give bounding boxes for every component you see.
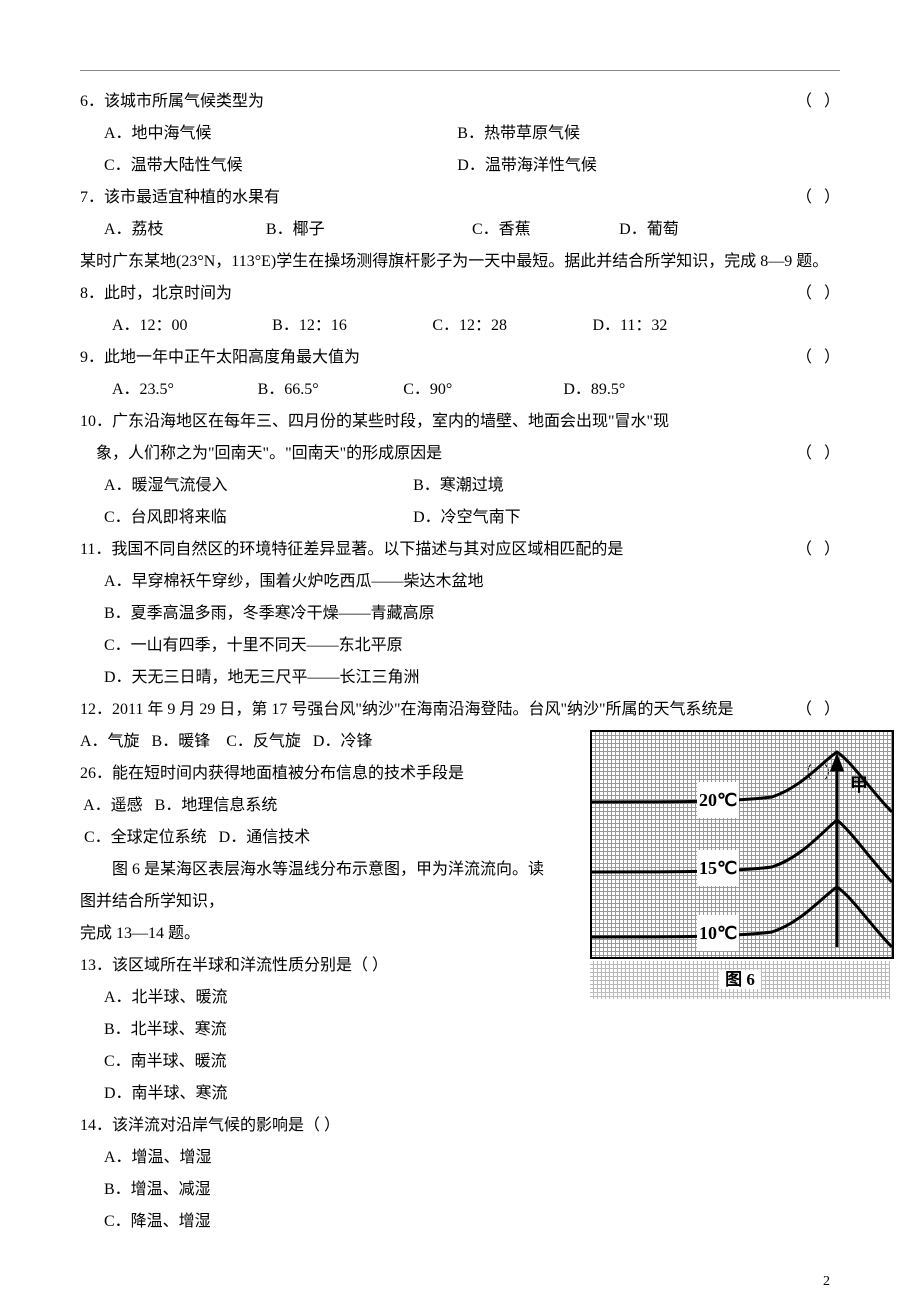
top-rule bbox=[80, 70, 840, 71]
q10-text-line1: 10．广东沿海地区在每年三、四月份的某些时段，室内的墙壁、地面会出现"冒水"现 bbox=[80, 406, 840, 438]
isotherm-10 bbox=[592, 887, 892, 947]
q13-opt-d: D．南半球、寒流 bbox=[104, 1078, 840, 1110]
q9-text: 9．此地一年中正午太阳高度角最大值为 bbox=[80, 342, 360, 374]
q8-opt-d: D．11：32 bbox=[592, 310, 840, 342]
iso-label-15: 15℃ bbox=[697, 850, 739, 886]
current-arrow-head bbox=[832, 757, 842, 770]
q9-opt-b: B．66.5° bbox=[258, 374, 404, 406]
question-11: 11．我国不同自然区的环境特征差异显著。以下描述与其对应区域相匹配的是 （ ） … bbox=[80, 534, 840, 694]
answer-bracket: （ ） bbox=[796, 86, 840, 118]
intro-fig6: 图 6 是某海区表层海水等温线分布示意图，甲为洋流流向。读图并结合所学知识， bbox=[80, 854, 550, 918]
figure-6-caption: 图 6 bbox=[590, 961, 890, 999]
answer-bracket: （ ） bbox=[796, 278, 840, 310]
isotherm-20 bbox=[592, 752, 892, 812]
answer-bracket: （ ） bbox=[796, 342, 840, 374]
q6-opt-a: A．地中海气候 bbox=[104, 118, 457, 150]
q14-text: 14．该洋流对沿岸气候的影响是（ ） bbox=[80, 1110, 840, 1142]
q10-opt-d: D．冷空气南下 bbox=[413, 502, 840, 534]
q10-opt-b: B．寒潮过境 bbox=[413, 470, 840, 502]
question-8: 8．此时，北京时间为 （ ） A．12：00 B．12：16 C．12：28 D… bbox=[80, 278, 840, 342]
q11-opt-a: A．早穿棉袄午穿纱，围着火炉吃西瓜——柴达木盆地 bbox=[104, 566, 840, 598]
q7-opt-d: D．葡萄 bbox=[619, 214, 840, 246]
q14-opt-c: C．降温、增湿 bbox=[104, 1206, 840, 1238]
q10-opt-c: C．台风即将来临 bbox=[104, 502, 413, 534]
q7-opt-a: A．荔枝 bbox=[104, 214, 266, 246]
page-number: 2 bbox=[80, 1268, 840, 1296]
q7-text: 7．该市最适宜种植的水果有 bbox=[80, 182, 280, 214]
iso-label-20: 20℃ bbox=[697, 782, 739, 818]
figure-6-map: 20℃ 15℃ 10℃ 甲 bbox=[590, 730, 894, 959]
answer-bracket: （ ） bbox=[796, 694, 840, 726]
question-10: 10．广东沿海地区在每年三、四月份的某些时段，室内的墙壁、地面会出现"冒水"现 … bbox=[80, 406, 840, 534]
q8-opt-a: A．12：00 bbox=[112, 310, 272, 342]
q11-text: 11．我国不同自然区的环境特征差异显著。以下描述与其对应区域相匹配的是 bbox=[80, 534, 623, 566]
arrow-label-jia: 甲 bbox=[850, 767, 868, 803]
q14-opt-a: A．增温、增湿 bbox=[104, 1142, 840, 1174]
q11-opt-c: C．一山有四季，十里不同天——东北平原 bbox=[104, 630, 840, 662]
figure-6: 20℃ 15℃ 10℃ 甲 图 6 bbox=[590, 730, 890, 999]
q9-opt-c: C．90° bbox=[403, 374, 563, 406]
q7-opt-c: C．香蕉 bbox=[472, 214, 619, 246]
question-14: 14．该洋流对沿岸气候的影响是（ ） A．增温、增湿 B．增温、减湿 C．降温、… bbox=[80, 1110, 840, 1238]
q11-opt-d: D．天无三日晴，地无三尺平——长江三角洲 bbox=[104, 662, 840, 694]
q8-opt-c: C．12：28 bbox=[432, 310, 592, 342]
q26-text: 26．能在短时间内获得地面植被分布信息的技术手段是 bbox=[80, 758, 464, 790]
answer-bracket: （ ） bbox=[796, 534, 840, 566]
question-9: 9．此地一年中正午太阳高度角最大值为 （ ） A．23.5° B．66.5° C… bbox=[80, 342, 840, 406]
answer-bracket: （ ） bbox=[796, 438, 840, 470]
q10-opt-a: A．暖湿气流侵入 bbox=[104, 470, 413, 502]
q6-opt-b: B．热带草原气候 bbox=[457, 118, 840, 150]
q8-opt-b: B．12：16 bbox=[272, 310, 432, 342]
answer-bracket: （ ） bbox=[796, 182, 840, 214]
q8-text: 8．此时，北京时间为 bbox=[80, 278, 232, 310]
q13-opt-b: B．北半球、寒流 bbox=[104, 1014, 840, 1046]
q9-opt-d: D．89.5° bbox=[563, 374, 840, 406]
q6-text: 6．该城市所属气候类型为 bbox=[80, 86, 264, 118]
question-6: 6．该城市所属气候类型为 （ ） A．地中海气候 B．热带草原气候 C．温带大陆… bbox=[80, 86, 840, 182]
q6-opt-d: D．温带海洋性气候 bbox=[457, 150, 840, 182]
q13-opt-c: C．南半球、暖流 bbox=[104, 1046, 840, 1078]
q11-opt-b: B．夏季高温多雨，冬季寒冷干燥——青藏高原 bbox=[104, 598, 840, 630]
isotherm-15 bbox=[592, 820, 892, 882]
q14-opt-b: B．增温、减湿 bbox=[104, 1174, 840, 1206]
isotherm-svg bbox=[592, 732, 892, 957]
iso-label-10: 10℃ bbox=[697, 915, 739, 951]
q7-opt-b: B．椰子 bbox=[266, 214, 472, 246]
question-7: 7．该市最适宜种植的水果有 （ ） A．荔枝 B．椰子 C．香蕉 D．葡萄 bbox=[80, 182, 840, 246]
q10-text-line2: 象，人们称之为"回南天"。"回南天"的形成原因是 bbox=[96, 438, 442, 470]
q12-text: 12．2011 年 9 月 29 日，第 17 号强台风"纳沙"在海南沿海登陆。… bbox=[80, 694, 734, 726]
q9-opt-a: A．23.5° bbox=[112, 374, 258, 406]
intro-8-9: 某时广东某地(23°N，113°E)学生在操场测得旗杆影子为一天中最短。据此并结… bbox=[80, 246, 840, 278]
q6-opt-c: C．温带大陆性气候 bbox=[104, 150, 457, 182]
